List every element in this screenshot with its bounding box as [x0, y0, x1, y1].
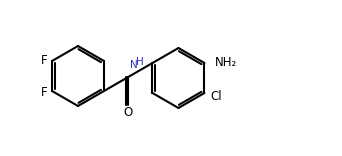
- Text: H: H: [136, 57, 144, 67]
- Text: F: F: [41, 54, 47, 68]
- Text: O: O: [123, 107, 133, 119]
- Text: F: F: [41, 86, 47, 100]
- Text: NH₂: NH₂: [214, 56, 237, 70]
- Text: Cl: Cl: [210, 90, 222, 103]
- Text: N: N: [131, 60, 138, 70]
